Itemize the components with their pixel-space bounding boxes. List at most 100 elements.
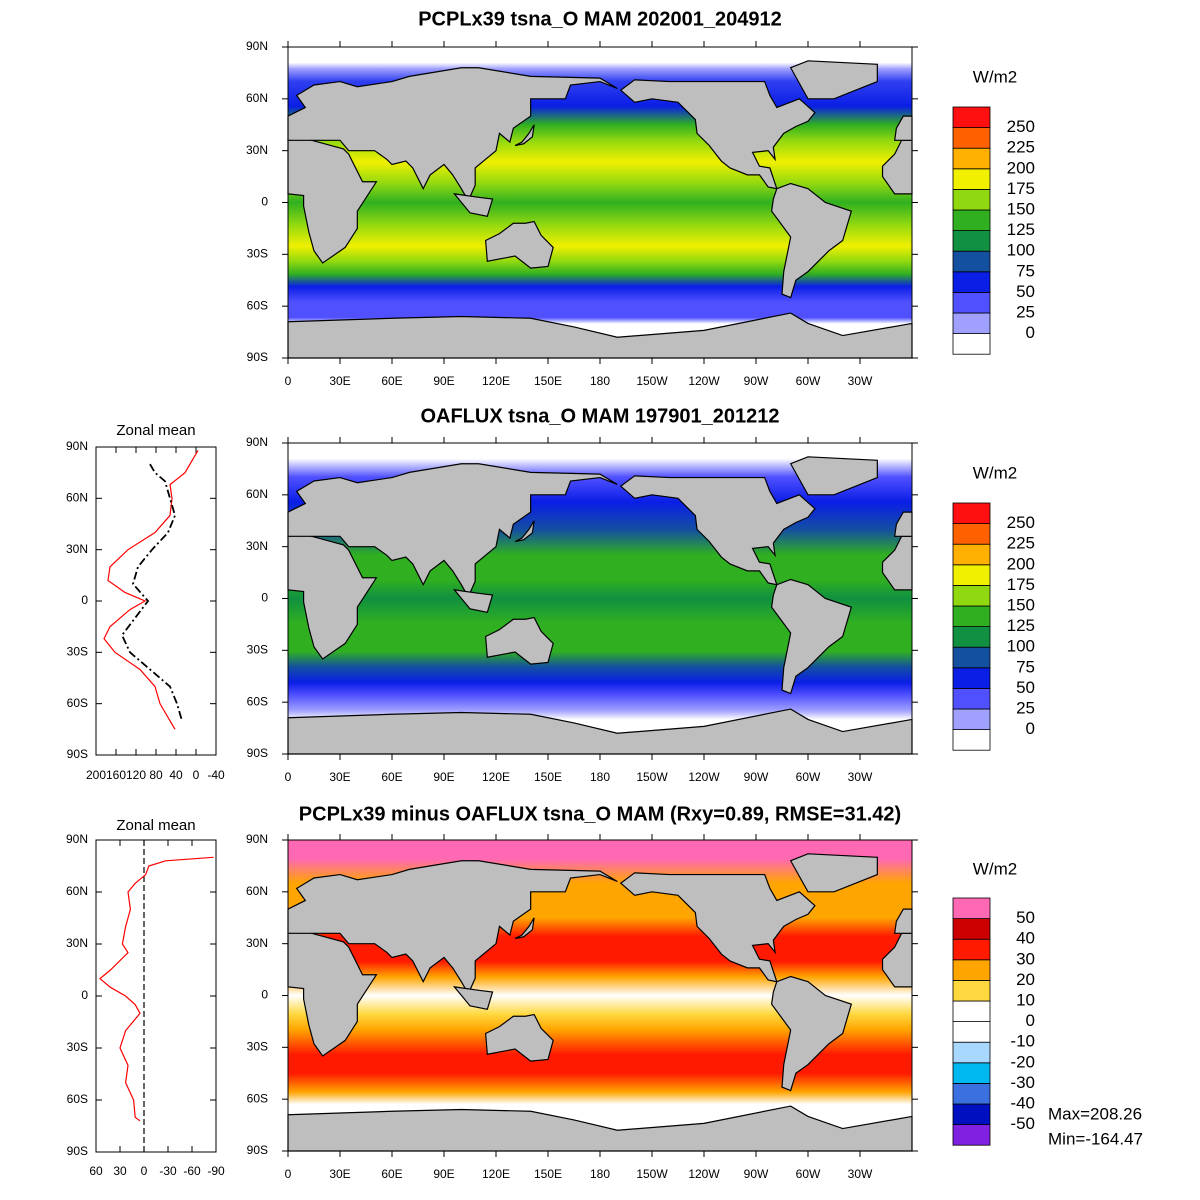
colorbar-label: 0 [1026, 323, 1035, 342]
x-tick-label: 150W [636, 374, 668, 388]
x-tick-label: 180 [590, 1167, 610, 1181]
colorbar-title: W/m2 [973, 463, 1017, 482]
chart-title: PCPLx39 minus OAFLUX tsna_O MAM (Rxy=0.8… [299, 803, 901, 825]
y-tick-label: 90S [67, 1144, 88, 1158]
land [789, 60, 878, 100]
land [287, 860, 618, 996]
colorbar-box [952, 250, 991, 273]
y-tick-label: 30N [246, 539, 268, 553]
x-tick-label: 90W [744, 770, 769, 784]
x-tick-label: 120E [482, 374, 510, 388]
colorbar-label: 10 [1016, 990, 1035, 1009]
x-tick-label: 60 [89, 1164, 103, 1178]
colorbar-box [952, 1000, 991, 1023]
x-tick-label: 0 [141, 1164, 148, 1178]
colorbar-label: 100 [1007, 241, 1035, 260]
x-tick-label: 30E [329, 374, 350, 388]
y-tick-label: 90N [246, 435, 268, 449]
y-tick-label: 90S [247, 350, 268, 364]
y-tick-label: 0 [81, 593, 88, 607]
x-tick-label: 40 [169, 768, 183, 782]
land [789, 456, 878, 496]
colorbar-label: 25 [1016, 698, 1035, 717]
x-tick-label: 60W [796, 374, 821, 388]
colorbar-box [952, 271, 991, 293]
x-tick-label: 30E [329, 770, 350, 784]
x-tick-label: 60W [796, 1167, 821, 1181]
x-tick-label: 180 [590, 770, 610, 784]
colorbar-box [952, 938, 991, 961]
x-tick-label: 60W [796, 770, 821, 784]
colorbar-box [952, 897, 991, 920]
chart-title: Zonal mean [116, 817, 195, 834]
colorbar-box [952, 333, 991, 355]
colorbar-label: 175 [1007, 575, 1035, 594]
x-tick-label: 60E [381, 1167, 402, 1181]
y-tick-label: 60S [247, 1091, 268, 1105]
land [452, 589, 494, 614]
colorbar-box [952, 585, 991, 607]
land [287, 67, 618, 203]
x-tick-label: 30W [848, 374, 873, 388]
x-tick-label: -90 [207, 1164, 225, 1178]
land [452, 193, 494, 218]
colorbar-box [952, 1041, 991, 1064]
colorbar-label: 75 [1016, 657, 1035, 676]
x-tick-label: 160 [106, 768, 126, 782]
colorbar-box [952, 147, 991, 170]
colorbar-box [952, 209, 991, 232]
x-tick-label: 90E [433, 770, 454, 784]
x-tick-label: 120W [688, 1167, 720, 1181]
y-tick-label: 60N [246, 487, 268, 501]
zonal-line [120, 463, 183, 722]
zonal-line [99, 856, 214, 1122]
x-tick-label: 0 [285, 770, 292, 784]
y-tick-label: 30N [246, 143, 268, 157]
colorbar-label: 150 [1007, 199, 1035, 218]
zonal-line [103, 450, 199, 730]
x-tick-label: 0 [285, 374, 292, 388]
plot-frame [95, 839, 217, 1153]
colorbar-box [952, 230, 991, 252]
colorbar-box [952, 106, 991, 129]
land [484, 220, 554, 269]
land [514, 520, 535, 543]
land [789, 853, 878, 893]
y-tick-label: 0 [261, 591, 268, 605]
x-tick-label: 80 [149, 768, 163, 782]
colorbar-label: 75 [1016, 261, 1035, 280]
colorbar-label: 0 [1026, 719, 1035, 738]
y-tick-label: 30N [66, 936, 88, 950]
y-tick-label: 60S [247, 298, 268, 312]
colorbar-box [952, 312, 991, 335]
colorbar-label: -40 [1010, 1093, 1035, 1112]
y-tick-label: 60S [67, 696, 88, 710]
colorbar-box [952, 918, 991, 940]
colorbar-label: -10 [1010, 1032, 1035, 1051]
y-tick-label: 0 [261, 195, 268, 209]
x-tick-label: 30E [329, 1167, 350, 1181]
colorbar-box [952, 168, 991, 190]
y-tick-label: 30S [67, 1040, 88, 1054]
colorbar-box [952, 729, 991, 751]
y-tick-label: 90S [247, 1143, 268, 1157]
chart-title: Zonal mean [116, 422, 195, 439]
colorbar-box [952, 626, 991, 648]
land [287, 930, 378, 1057]
colorbar-box [952, 1062, 991, 1084]
x-tick-label: 120W [688, 374, 720, 388]
x-tick-label: -60 [183, 1164, 201, 1178]
x-tick-label: 120W [688, 770, 720, 784]
y-tick-label: 30N [66, 542, 88, 556]
colorbar-title: W/m2 [973, 67, 1017, 86]
y-tick-label: 30S [247, 643, 268, 657]
colorbar-label: 100 [1007, 637, 1035, 656]
x-tick-label: 90E [433, 1167, 454, 1181]
y-tick-label: 30S [67, 645, 88, 659]
land [287, 463, 618, 599]
y-tick-label: 60N [246, 884, 268, 898]
x-tick-label: 150W [636, 1167, 668, 1181]
colorbar-label: 150 [1007, 595, 1035, 614]
colorbar-box [952, 291, 991, 314]
colorbar-box [952, 667, 991, 689]
